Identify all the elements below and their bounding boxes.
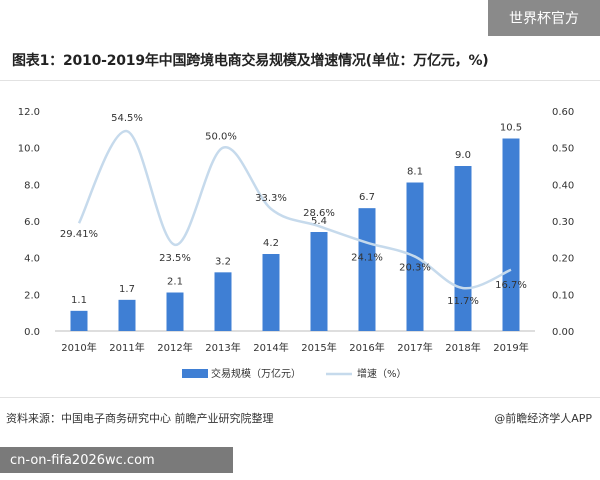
y-left-tick-label: 2.0 <box>24 290 40 301</box>
app-credit: @前瞻经济学人APP <box>494 412 592 425</box>
bar <box>166 292 184 331</box>
x-tick-label: 2019年 <box>493 341 528 354</box>
y-left-tick-label: 8.0 <box>24 180 40 191</box>
growth-value-label: 23.5% <box>159 253 191 264</box>
bar-value-label: 8.1 <box>407 167 423 178</box>
growth-value-label: 11.7% <box>447 296 479 307</box>
growth-value-label: 54.5% <box>111 113 143 124</box>
bar <box>454 166 472 331</box>
legend-line-label: 增速（%） <box>357 367 407 380</box>
bar-value-label: 1.1 <box>71 295 87 306</box>
growth-value-label: 16.7% <box>495 280 527 291</box>
y-left-tick-label: 12.0 <box>18 107 40 118</box>
y-left-tick-label: 4.0 <box>24 254 40 265</box>
bar-value-label: 5.4 <box>311 216 327 227</box>
growth-value-label: 28.6% <box>303 208 335 219</box>
x-tick-label: 2018年 <box>445 341 480 354</box>
x-tick-label: 2014年 <box>253 341 288 354</box>
y-left-tick-label: 10.0 <box>18 144 40 155</box>
y-right-tick-label: 0.50 <box>552 144 574 155</box>
chart-title: 图表1：2010-2019年中国跨境电商交易规模及增速情况(单位：万亿元，%) <box>12 53 489 69</box>
bar <box>502 138 520 331</box>
footer-divider <box>0 397 600 398</box>
title-divider <box>0 80 600 81</box>
x-tick-label: 2012年 <box>157 341 192 354</box>
bar-value-label: 3.2 <box>215 256 231 267</box>
legend-bar-label: 交易规模（万亿元） <box>211 367 301 380</box>
y-right-tick-label: 0.60 <box>552 107 574 118</box>
y-left-tick-label: 0.0 <box>24 327 40 338</box>
bar <box>118 299 136 331</box>
growth-value-label: 24.1% <box>351 253 383 264</box>
x-tick-label: 2010年 <box>61 341 96 354</box>
url-banner: cn-on-fifa2026wc.com <box>0 447 233 473</box>
bar <box>214 272 232 331</box>
x-tick-label: 2017年 <box>397 341 432 354</box>
corner-badge: 世界杯官方 <box>488 0 600 36</box>
bar-value-label: 1.7 <box>119 284 135 295</box>
x-tick-label: 2013年 <box>205 341 240 354</box>
x-tick-label: 2016年 <box>349 341 384 354</box>
growth-value-label: 29.41% <box>60 229 98 240</box>
bar <box>70 310 88 331</box>
bar-value-label: 6.7 <box>359 192 375 203</box>
y-right-tick-label: 0.10 <box>552 290 574 301</box>
y-right-tick-label: 0.00 <box>552 327 574 338</box>
growth-value-label: 33.3% <box>255 193 287 204</box>
y-right-tick-label: 0.40 <box>552 180 574 191</box>
bar-value-label: 10.5 <box>500 123 522 134</box>
x-tick-label: 2015年 <box>301 341 336 354</box>
bar <box>262 254 280 331</box>
bar <box>358 208 376 331</box>
bar-value-label: 9.0 <box>455 150 471 161</box>
combo-chart: 0.0 2.0 4.0 6.0 8.0 10.0 12.0 0.00 0.10 0.20 0.30 0… <box>18 107 575 380</box>
growth-value-label: 50.0% <box>205 132 237 143</box>
y-right-tick-label: 0.20 <box>552 254 574 265</box>
growth-line <box>77 129 512 290</box>
bar-value-label: 4.2 <box>263 238 279 249</box>
source-note: 资料来源：中国电子商务研究中心 前瞻产业研究院整理 <box>6 412 274 425</box>
bar-value-label: 2.1 <box>167 277 183 288</box>
y-left-tick-label: 6.0 <box>24 217 40 228</box>
legend-bar-swatch <box>182 369 208 378</box>
bar <box>310 232 328 331</box>
growth-value-label: 20.3% <box>399 263 431 274</box>
y-right-tick-label: 0.30 <box>552 217 574 228</box>
x-tick-label: 2011年 <box>109 341 144 354</box>
